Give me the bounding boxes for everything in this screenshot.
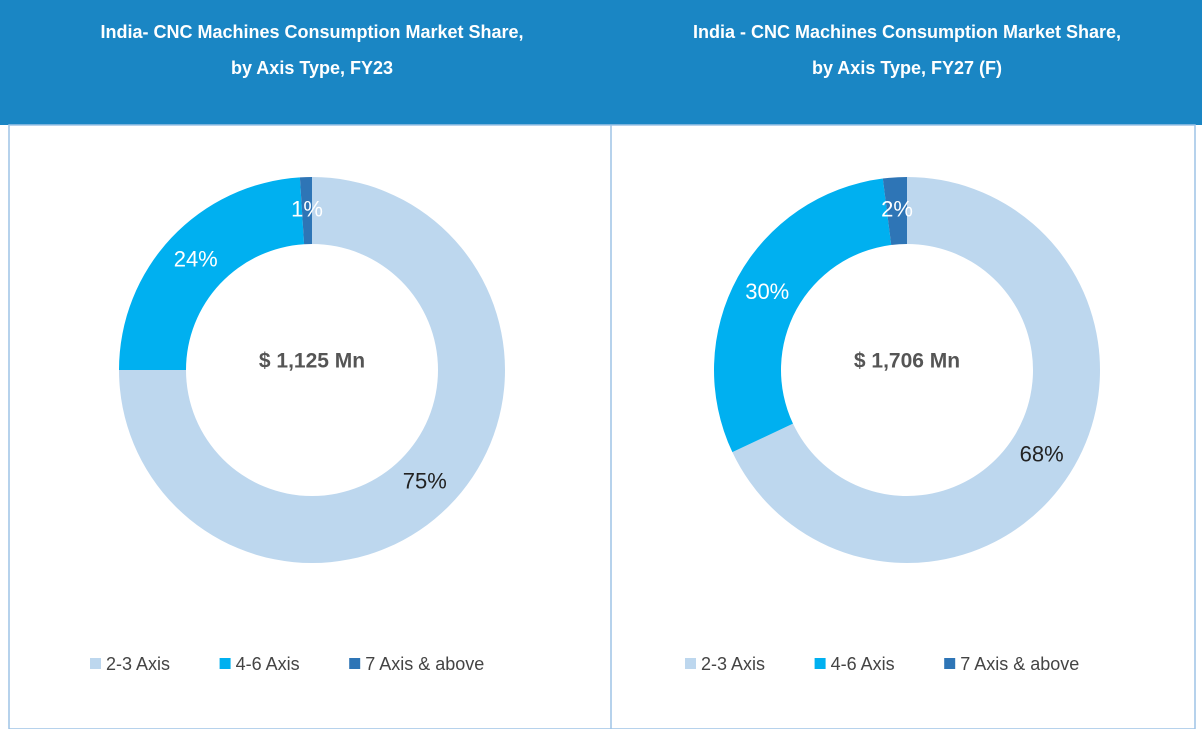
data-label: 1% <box>291 196 323 221</box>
legend-swatch <box>814 658 826 669</box>
legend-label: 4-6 Axis <box>236 654 300 674</box>
legend-swatch <box>685 658 696 669</box>
legend-label: 7 Axis & above <box>365 654 484 674</box>
legend-label: 2-3 Axis <box>701 654 765 674</box>
data-label: 24% <box>174 247 218 272</box>
data-label: 68% <box>1020 441 1064 466</box>
chart-title: India- CNC Machines Consumption Market S… <box>100 22 523 42</box>
chart-title: India - CNC Machines Consumption Market … <box>693 22 1121 42</box>
donut-slice <box>119 177 305 370</box>
legend-label: 7 Axis & above <box>960 654 1079 674</box>
donut-slice <box>119 177 505 563</box>
data-label: 2% <box>881 197 913 222</box>
data-label: 30% <box>745 279 789 304</box>
legend-swatch <box>90 658 101 669</box>
header-band <box>0 0 1202 125</box>
donut-slice <box>732 177 1100 563</box>
chart-title: by Axis Type, FY27 (F) <box>812 58 1002 78</box>
legend-swatch <box>349 658 361 669</box>
data-label: 75% <box>403 469 447 494</box>
chart-title: by Axis Type, FY23 <box>231 58 393 78</box>
legend-swatch <box>219 658 231 669</box>
legend-label: 4-6 Axis <box>831 654 895 674</box>
legend-swatch <box>944 658 956 669</box>
donut-slice <box>299 177 312 245</box>
legend-label: 2-3 Axis <box>106 654 170 674</box>
donut-slice <box>714 178 892 453</box>
center-label: $ 1,706 Mn <box>854 350 960 373</box>
donut-slice <box>882 177 907 245</box>
center-label: $ 1,125 Mn <box>259 350 365 373</box>
